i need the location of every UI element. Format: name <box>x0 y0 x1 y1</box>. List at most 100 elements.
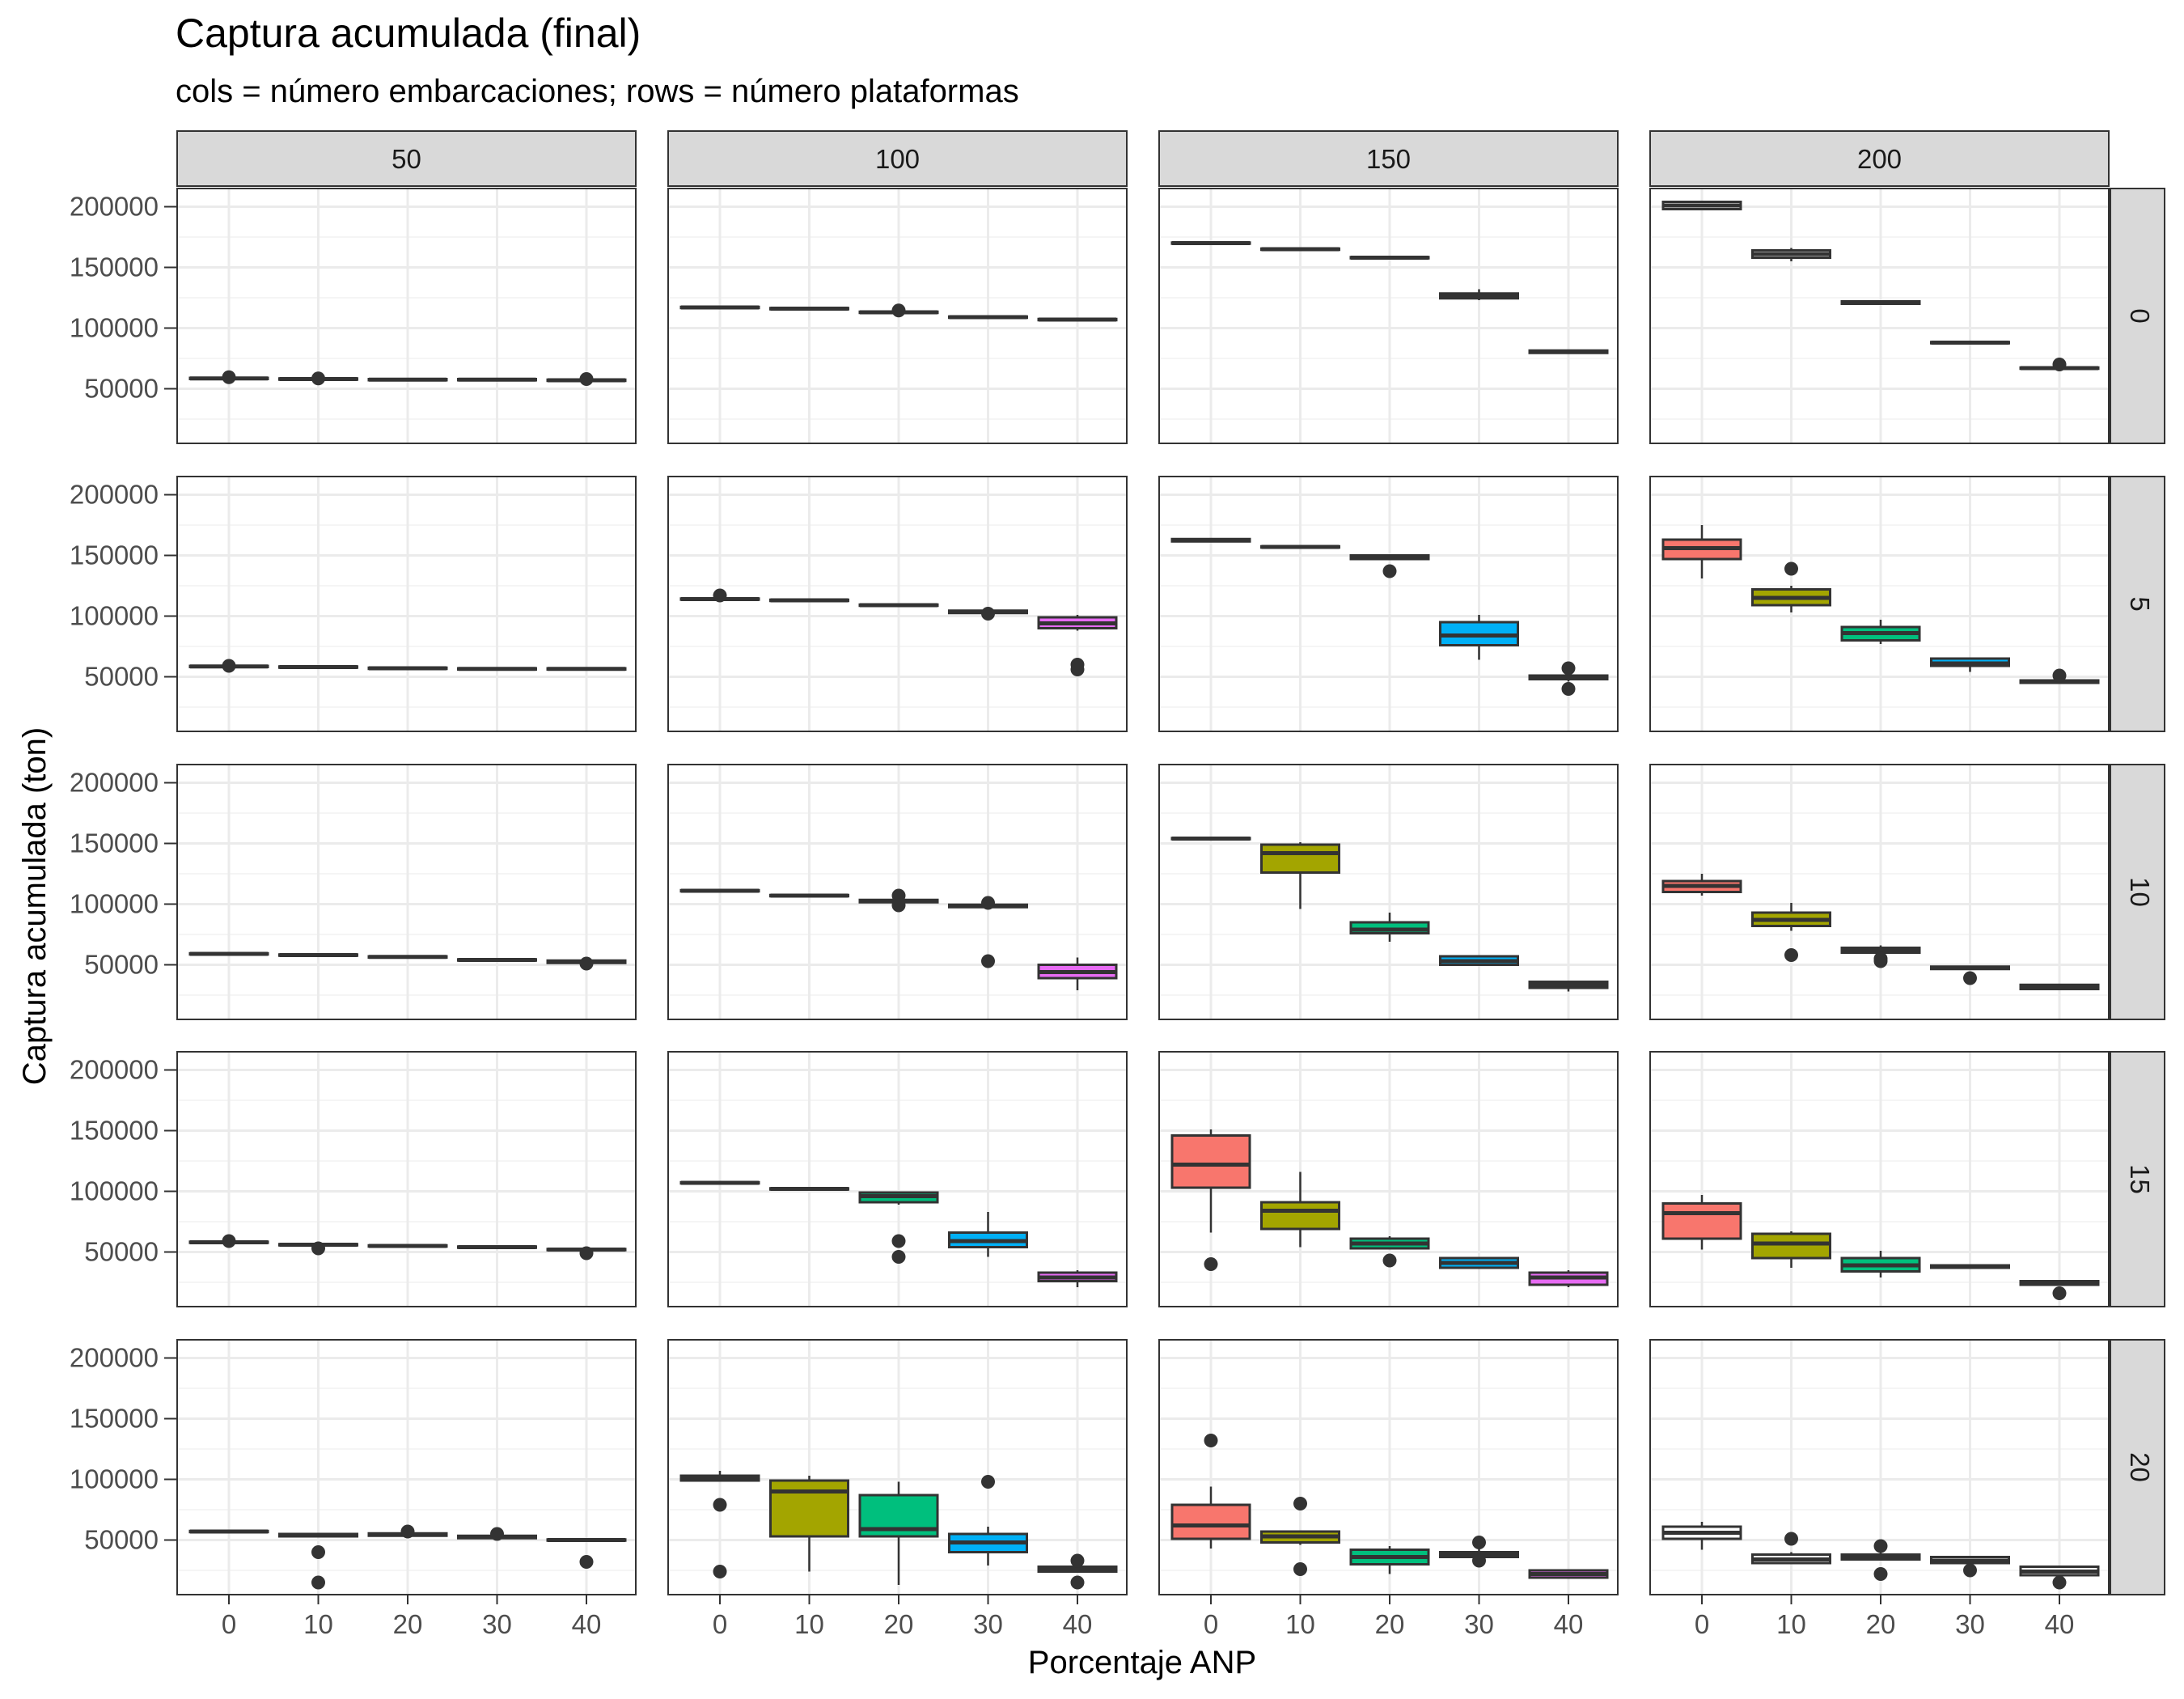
outlier-point <box>579 956 594 971</box>
outlier-point <box>311 1241 325 1256</box>
row-strip-label: 20 <box>2125 1452 2155 1482</box>
box-30 <box>948 1475 1028 1566</box>
box-20 <box>858 303 939 318</box>
x-tick-label: 10 <box>1285 1609 1315 1639</box>
box-0 <box>1170 837 1251 841</box>
outlier-point <box>1561 661 1576 676</box>
chart-title: Captura acumulada (final) <box>176 11 641 56</box>
box-10 <box>1260 544 1340 549</box>
box-20 <box>1840 300 1921 305</box>
outlier-point <box>713 1498 727 1512</box>
box-30 <box>1930 1556 2010 1578</box>
box-0 <box>1661 201 1742 210</box>
box-40 <box>546 667 627 672</box>
panel-border <box>1649 476 2110 732</box>
x-tick-label: 20 <box>1866 1609 1896 1639</box>
outlier-point <box>713 1565 727 1578</box>
panel-row5-col200 <box>1649 476 2110 732</box>
x-tick-label: 0 <box>713 1609 727 1639</box>
panel-row15-col200 <box>1649 1051 2110 1307</box>
panel-row15-col150 <box>1158 1051 1619 1307</box>
box-30 <box>457 1245 537 1249</box>
box-30 <box>1439 615 1519 660</box>
box-20 <box>367 666 448 671</box>
y-tick-label: 100000 <box>70 889 159 919</box>
outlier-point <box>981 607 995 621</box>
box-20 <box>858 888 939 913</box>
outlier-point <box>1873 1539 1888 1553</box>
x-tick-label: 10 <box>1776 1609 1806 1639</box>
box-10 <box>769 1476 849 1572</box>
outlier-point <box>579 1555 594 1569</box>
outlier-point <box>311 1575 325 1590</box>
box-0 <box>1170 537 1251 543</box>
box-0 <box>188 1234 269 1248</box>
box-0 <box>679 888 760 893</box>
outlier-point <box>1293 1497 1307 1510</box>
box-20 <box>367 377 448 382</box>
box-0 <box>1661 1522 1742 1550</box>
panel-border <box>1158 188 1619 444</box>
box-40 <box>2019 358 2100 371</box>
y-tick-label: 50000 <box>84 374 159 404</box>
box-0 <box>1661 874 1742 896</box>
column-strip-label: 200 <box>1857 144 1902 174</box>
outlier-point <box>222 1234 236 1248</box>
box-20 <box>1349 1546 1430 1574</box>
y-tick-label: 100000 <box>70 1464 159 1494</box>
panel-row10-col50 <box>176 764 637 1020</box>
outlier-point <box>1873 951 1888 966</box>
y-tick-label: 50000 <box>84 662 159 692</box>
box-40 <box>1528 1569 1609 1579</box>
x-tick-label: 40 <box>572 1609 602 1639</box>
panel-border <box>176 764 637 1020</box>
panel-row5-col100 <box>667 476 1128 732</box>
panel-row5-col150 <box>1158 476 1619 732</box>
column-strip-150: 150 <box>1158 130 1619 187</box>
y-tick-label: 50000 <box>84 1237 159 1267</box>
box-0 <box>679 1180 760 1185</box>
box-20 <box>1349 1236 1430 1268</box>
panel-border <box>176 1051 637 1307</box>
panel-border <box>1158 1051 1619 1307</box>
panel-border <box>667 1339 1128 1595</box>
panel-row0-col200 <box>1649 188 2110 444</box>
box-40 <box>1037 1553 1118 1590</box>
box-iqr <box>1170 1134 1251 1189</box>
outlier-point <box>579 1246 594 1260</box>
x-axis-title: Porcentaje ANP <box>1028 1645 1256 1680</box>
panel-border <box>667 188 1128 444</box>
outlier-point <box>1784 561 1798 576</box>
box-10 <box>1260 1497 1340 1576</box>
outlier-point <box>311 371 325 386</box>
box-20 <box>858 1481 939 1585</box>
outlier-point <box>490 1527 504 1541</box>
column-strip-bg <box>1649 130 2110 187</box>
box-30 <box>457 958 537 962</box>
box-0 <box>1661 525 1742 578</box>
box-10 <box>278 953 358 957</box>
y-tick-label: 50000 <box>84 1525 159 1555</box>
row-strip-label: 5 <box>2125 596 2155 611</box>
outlier-point <box>1070 1553 1085 1568</box>
outlier-point <box>1963 1563 1977 1578</box>
outlier-point <box>2052 1575 2067 1590</box>
box-0 <box>1170 1129 1251 1271</box>
box-40 <box>1037 957 1118 990</box>
box-10 <box>769 1187 849 1191</box>
x-tick-label: 10 <box>303 1609 333 1639</box>
outlier-point <box>1204 1434 1218 1447</box>
box-40 <box>1037 1270 1118 1287</box>
outlier-point <box>713 588 727 603</box>
outlier-point <box>2052 358 2067 371</box>
column-strip-label: 100 <box>875 144 920 174</box>
box-20 <box>367 955 448 960</box>
panel-border <box>1649 764 2110 1020</box>
box-30 <box>1930 341 2010 345</box>
panel-row5-col50 <box>176 476 637 732</box>
panel-row15-col100 <box>667 1051 1128 1307</box>
outlier-point <box>891 303 906 318</box>
y-tick-label: 100000 <box>70 601 159 631</box>
panel-border <box>176 1339 637 1595</box>
box-20 <box>1840 945 1921 968</box>
